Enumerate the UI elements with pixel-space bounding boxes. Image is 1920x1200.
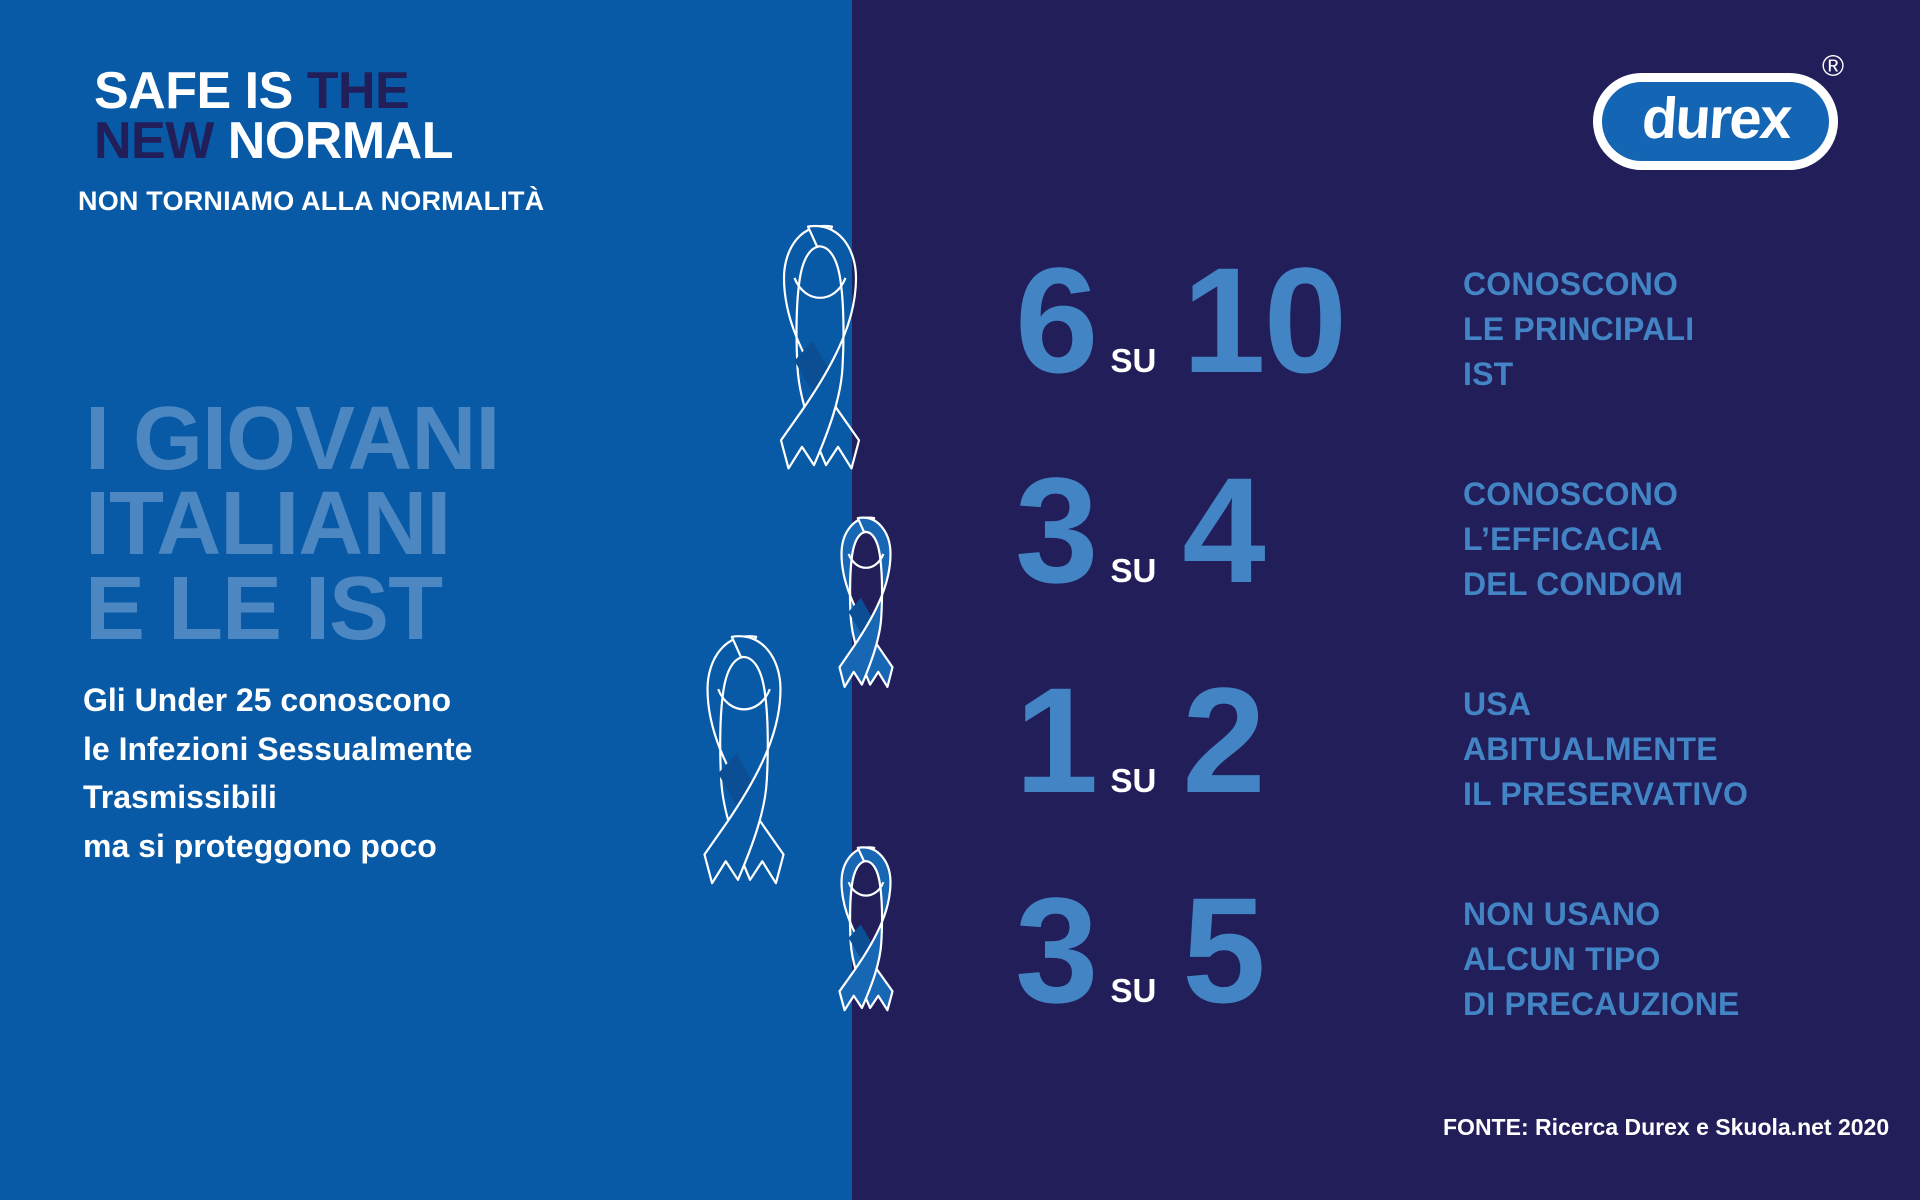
- stat-su-label: SU: [1110, 972, 1157, 1009]
- heading-line: E LE IST: [85, 559, 443, 659]
- stat-ratio: 6 SU 10: [1015, 236, 1347, 404]
- stat-label-line: L’EFFICACIA: [1463, 521, 1663, 557]
- stat-label: NON USANO ALCUN TIPO DI PRECAUZIONE: [1463, 892, 1740, 1027]
- awareness-ribbon-icon: [838, 516, 894, 689]
- description-line: ma si proteggono poco: [83, 827, 437, 864]
- campaign-subtitle: NON TORNIAMO ALLA NORMALITÀ: [78, 186, 545, 216]
- stat-su-label: SU: [1110, 762, 1157, 799]
- stat-label-line: DEL CONDOM: [1463, 566, 1684, 602]
- stat-denominator: 4: [1182, 446, 1265, 614]
- title-segment: SAFE IS: [94, 62, 307, 120]
- stat-su-label: SU: [1110, 552, 1157, 589]
- source-note: FONTE: Ricerca Durex e Skuola.net 2020: [1443, 1114, 1890, 1140]
- durex-logo: durex: [1593, 73, 1838, 170]
- stat-label: USA ABITUALMENTE IL PRESERVATIVO: [1463, 682, 1748, 817]
- stat-ratio: 1 SU 2: [1015, 656, 1266, 824]
- heading-line: I GIOVANI: [85, 389, 500, 489]
- heading-line: ITALIANI: [85, 474, 451, 574]
- section-description: Gli Under 25 conoscono le Infezioni Sess…: [83, 676, 472, 870]
- campaign-title: SAFE IS THE NEW NORMAL: [94, 65, 453, 167]
- stat-label: CONOSCONO L’EFFICACIA DEL CONDOM: [1463, 472, 1683, 607]
- left-panel: [0, 0, 852, 1200]
- stat-label-line: CONOSCONO: [1463, 476, 1679, 512]
- stat-numerator: 3: [1015, 866, 1098, 1034]
- awareness-ribbon-icon: [779, 224, 861, 471]
- description-line: Gli Under 25 conoscono: [83, 682, 452, 718]
- stat-label-line: USA: [1463, 686, 1532, 722]
- stat-label: CONOSCONO LE PRINCIPALI IST: [1463, 262, 1694, 397]
- stat-denominator: 5: [1182, 866, 1265, 1034]
- stat-label-line: LE PRINCIPALI: [1463, 311, 1695, 347]
- title-segment: NORMAL: [227, 112, 454, 170]
- description-line: Trasmissibili: [83, 779, 277, 815]
- stat-numerator: 6: [1015, 236, 1098, 404]
- stat-numerator: 3: [1015, 446, 1098, 614]
- stat-numerator: 1: [1015, 656, 1098, 824]
- registered-trademark-icon: ®: [1822, 50, 1845, 83]
- description-line: le Infezioni Sessualmente: [83, 730, 473, 767]
- stat-su-label: SU: [1110, 342, 1157, 379]
- stat-ratio: 3 SU 5: [1015, 866, 1266, 1034]
- title-segment: THE: [306, 62, 410, 120]
- right-panel: [852, 0, 1920, 1200]
- section-heading: I GIOVANI ITALIANI E LE IST: [85, 389, 500, 659]
- stat-label-line: CONOSCONO: [1463, 266, 1679, 302]
- stat-label-line: ALCUN TIPO: [1463, 941, 1661, 977]
- stat-ratio: 3 SU 4: [1015, 446, 1266, 614]
- stat-label-line: ABITUALMENTE: [1463, 731, 1718, 767]
- durex-wordmark: durex: [1639, 86, 1792, 151]
- stat-label-line: IL PRESERVATIVO: [1463, 776, 1749, 812]
- title-segment: NEW: [94, 112, 228, 170]
- awareness-ribbon-icon: [702, 634, 786, 886]
- stat-denominator: 2: [1182, 656, 1265, 824]
- awareness-ribbon-icon: [838, 846, 894, 1012]
- stat-denominator: 10: [1182, 236, 1347, 404]
- stat-label-line: IST: [1463, 356, 1514, 392]
- stat-label-line: NON USANO: [1463, 896, 1661, 932]
- stat-label-line: DI PRECAUZIONE: [1463, 986, 1740, 1022]
